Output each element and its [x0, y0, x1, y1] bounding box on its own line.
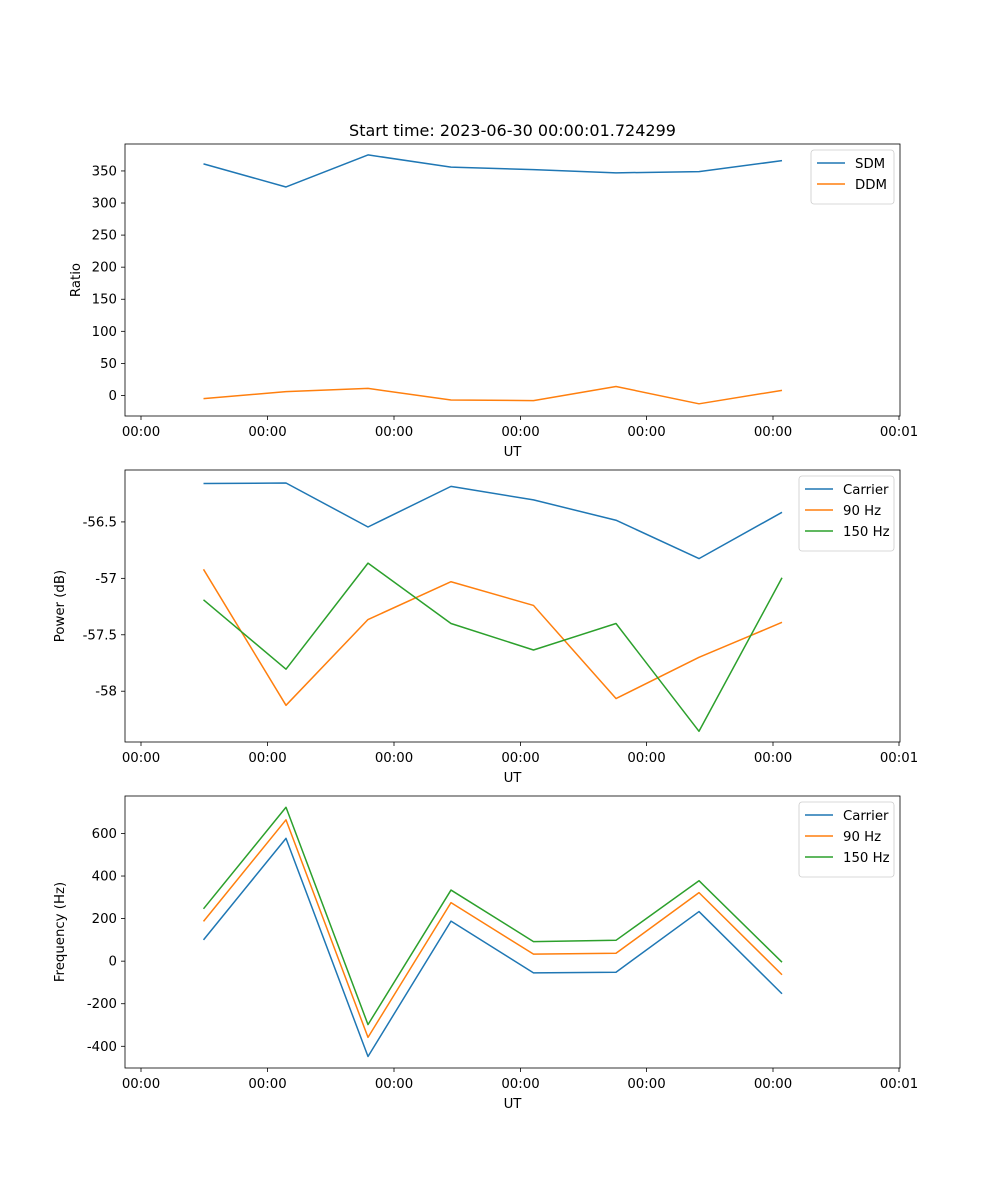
legend-label: 90 Hz — [843, 830, 881, 845]
y-axis-label: Power (dB) — [53, 570, 68, 642]
series-line-90-hz — [202, 568, 783, 707]
legend-label: 150 Hz — [843, 851, 890, 866]
x-axis-label: UT — [504, 771, 523, 786]
series-line-90-hz — [202, 819, 783, 1039]
y-tick-label: 300 — [92, 197, 117, 212]
legend-label: SDM — [855, 157, 885, 172]
subplot-3: 00:00 00:00 00:00 00:00 00:00 00:00 00:01 -400 -… — [53, 795, 918, 1112]
x-tick-label: 00:00 — [375, 1077, 413, 1092]
legend-label: Carrier — [843, 483, 889, 498]
y-tick-label: -58 — [95, 685, 117, 700]
y-tick-label: 0 — [109, 389, 117, 404]
y-tick-label: 200 — [92, 261, 117, 276]
x-tick-label: 00:00 — [754, 1077, 792, 1092]
x-tick-label: 00:00 — [501, 1077, 539, 1092]
x-tick-label: 00:00 — [122, 1077, 160, 1092]
y-tick-label: -400 — [87, 1040, 117, 1055]
x-tick-label: 00:01 — [880, 425, 918, 440]
subplot-2: 00:00 00:00 00:00 00:00 00:00 00:00 00:01 -58 -5… — [53, 469, 918, 786]
y-tick-label: 400 — [92, 870, 117, 885]
y-tick-label: -56.5 — [83, 515, 117, 530]
x-tick-label: 00:00 — [627, 751, 665, 766]
x-axis-label: UT — [504, 1097, 523, 1112]
plot-frame — [124, 143, 901, 417]
x-tick-label: 00:01 — [880, 751, 918, 766]
series-line-ddm — [203, 385, 783, 405]
x-tick-label: 00:00 — [122, 751, 160, 766]
legend-label: 90 Hz — [843, 504, 881, 519]
chart-title: Start time: 2023-06-30 00:00:01.724299 — [349, 121, 676, 140]
plot-frame — [124, 795, 901, 1069]
x-axis-label: UT — [504, 445, 523, 460]
y-tick-label: 100 — [92, 325, 117, 340]
y-tick-label: 50 — [100, 357, 117, 372]
legend-frame — [798, 475, 895, 552]
y-tick-label: -57 — [95, 572, 117, 587]
x-tick-label: 00:00 — [375, 425, 413, 440]
series-line-150-hz — [203, 562, 783, 733]
y-tick-label: -57.5 — [83, 628, 117, 643]
plot-frame — [124, 469, 901, 743]
y-axis-label: Ratio — [69, 263, 84, 297]
x-tick-label: 00:00 — [501, 425, 539, 440]
y-tick-label: 350 — [92, 164, 117, 179]
x-tick-label: 00:00 — [501, 751, 539, 766]
subplot-1: 00:00 00:00 00:00 00:00 00:00 00:00 00:01 0 50 10… — [69, 121, 918, 460]
y-tick-label: 250 — [92, 229, 117, 244]
x-tick-label: 00:00 — [375, 751, 413, 766]
legend: Carrier 90 Hz 150 Hz — [798, 801, 895, 878]
x-tick-label: 00:00 — [248, 1077, 286, 1092]
x-tick-label: 00:00 — [248, 751, 286, 766]
x-tick-label: 00:00 — [754, 425, 792, 440]
y-axis-label: Frequency (Hz) — [53, 882, 68, 982]
series-line-150-hz — [202, 806, 783, 1026]
y-tick-label: 200 — [92, 912, 117, 927]
legend: Carrier 90 Hz 150 Hz — [798, 475, 895, 552]
x-tick-label: 00:00 — [248, 425, 286, 440]
x-tick-label: 00:00 — [122, 425, 160, 440]
legend-frame — [798, 801, 895, 878]
series-line-carrier — [203, 482, 783, 560]
series-line-carrier — [202, 837, 783, 1058]
series-line-sdm — [203, 154, 783, 188]
y-tick-label: 0 — [109, 955, 117, 970]
legend: SDM DDM — [810, 149, 895, 205]
x-tick-label: 00:01 — [880, 1077, 918, 1092]
x-tick-label: 00:00 — [627, 425, 665, 440]
x-tick-label: 00:00 — [627, 1077, 665, 1092]
legend-label: Carrier — [843, 809, 889, 824]
legend-label: DDM — [855, 178, 887, 193]
y-tick-label: 600 — [92, 827, 117, 842]
y-tick-label: 150 — [92, 293, 117, 308]
y-tick-label: -200 — [87, 997, 117, 1012]
x-tick-label: 00:00 — [754, 751, 792, 766]
legend-label: 150 Hz — [843, 525, 890, 540]
